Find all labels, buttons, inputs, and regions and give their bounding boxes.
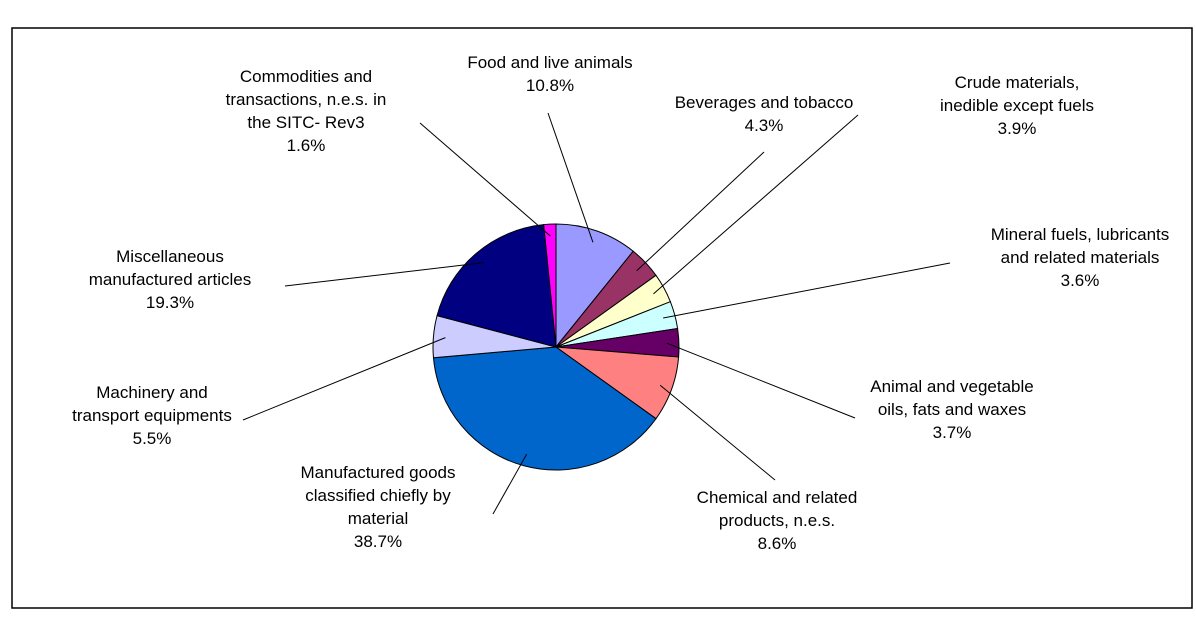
leader-lines xyxy=(242,112,951,515)
slice-label-food-and-live-animals: Food and live animals 10.8% xyxy=(467,53,632,95)
pie-slices xyxy=(432,223,680,471)
leader-line-chemical-and-related-products-n-e-s xyxy=(659,384,776,481)
pie-slice-commodities-and-transactions-n-e-s-in-the-sitc-rev3 xyxy=(543,223,557,348)
leader-line-animal-and-vegetable-oils-fats-and-waxes xyxy=(666,342,856,419)
slice-label-manufactured-goods-classified-chiefly-by-material: Manufactured goods classified chiefly by m… xyxy=(301,463,456,551)
pie-slice-manufactured-goods-classified-chiefly-by-material xyxy=(432,346,657,471)
slice-label-animal-and-vegetable-oils-fats-and-waxes: Animal and vegetable oils, fats and waxes… xyxy=(870,377,1034,442)
slice-label-miscellaneous-manufactured-articles: Miscellaneous manufactured articles 19.3% xyxy=(89,247,252,312)
slice-label-chemical-and-related-products-n-e-s: Chemical and related products, n.e.s. 8.6% xyxy=(697,488,858,553)
slice-label-machinery-and-transport-equipments: Machinery and transport equipments 5.5% xyxy=(72,383,232,448)
leader-line-mineral-fuels-lubricants-and-related-materials xyxy=(663,262,951,319)
leader-line-food-and-live-animals xyxy=(547,112,594,243)
slice-labels: Food and live animals 10.8% Beverages and … xyxy=(72,53,1169,553)
slice-label-crude-materials-inedible-except-fuels: Crude materials, inedible except fuels 3.9… xyxy=(940,73,1094,138)
leader-line-machinery-and-transport-equipments xyxy=(242,337,446,421)
leader-line-manufactured-goods-classified-chiefly-by-material xyxy=(492,453,528,515)
slice-label-beverages-and-tobacco: Beverages and tobacco 4.3% xyxy=(675,93,854,135)
leader-line-crude-materials-inedible-except-fuels xyxy=(653,114,859,295)
slice-label-commodities-and-transactions-n-e-s-in-the-sitc-rev3: Commodities and transactions, n.e.s. in th… xyxy=(226,67,387,155)
slice-label-mineral-fuels-lubricants-and-related-materials: Mineral fuels, lubricants and related mat… xyxy=(991,225,1170,290)
leader-line-beverages-and-tobacco xyxy=(636,151,765,272)
pie-slice-food-and-live-animals xyxy=(555,223,634,349)
leader-line-commodities-and-transactions-n-e-s-in-the-sitc-rev3 xyxy=(419,122,551,237)
pie-slice-miscellaneous-manufactured-articles xyxy=(436,224,557,348)
leader-line-miscellaneous-manufactured-articles xyxy=(284,262,484,287)
